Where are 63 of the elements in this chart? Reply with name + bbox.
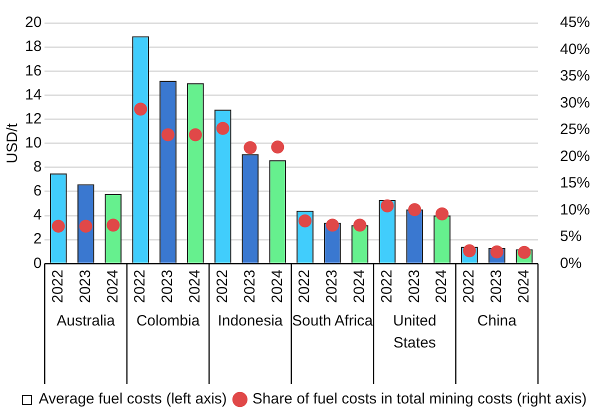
point bbox=[52, 220, 65, 233]
y-tick-label: 4 bbox=[33, 206, 42, 224]
text: China bbox=[477, 312, 518, 330]
point bbox=[408, 203, 422, 216]
text: Australia bbox=[56, 312, 116, 330]
x-tick-label: 2024 bbox=[433, 270, 450, 304]
x-tick-label: 2022 bbox=[214, 270, 231, 304]
y2-tick-label: 30% bbox=[560, 94, 590, 112]
x-tick-label: 2024 bbox=[268, 270, 286, 304]
y2-tick-label: 40% bbox=[560, 40, 590, 58]
y2-tick-label: 5% bbox=[560, 228, 582, 246]
y-tick-label: 6 bbox=[33, 182, 42, 200]
x-tick-label: 2024 bbox=[186, 270, 204, 304]
y-tick-label: 14 bbox=[24, 86, 42, 104]
x-tick-label: 2023 bbox=[76, 270, 94, 304]
point bbox=[106, 218, 120, 232]
text: Average fuel costs (left axis) bbox=[38, 390, 227, 408]
point bbox=[436, 207, 449, 220]
x-tick-label: 2023 bbox=[406, 270, 423, 304]
x-tick-label: 2024 bbox=[104, 270, 122, 304]
point bbox=[353, 218, 366, 232]
text: Colombia bbox=[136, 312, 200, 330]
point bbox=[298, 214, 312, 228]
x-tick-label: 2022 bbox=[50, 270, 67, 304]
point bbox=[134, 102, 148, 116]
y2-tick-label: 25% bbox=[560, 121, 590, 138]
y-tick-label: 2 bbox=[33, 230, 42, 248]
y-tick-label: 20 bbox=[24, 14, 42, 32]
x-tick-label: 2023 bbox=[488, 270, 506, 304]
y-tick-label: 18 bbox=[24, 38, 42, 56]
text: Indonesia bbox=[218, 312, 284, 330]
text: South Africa bbox=[292, 312, 374, 330]
y2-tick-label: 20% bbox=[560, 148, 590, 165]
x-tick-label: 2023 bbox=[241, 270, 258, 304]
point bbox=[188, 128, 202, 142]
x-tick-label: 2022 bbox=[132, 270, 149, 304]
x-tick-label: 2023 bbox=[159, 270, 176, 304]
text: United States bbox=[392, 312, 436, 352]
point bbox=[79, 220, 92, 233]
y2-tick-label: 10% bbox=[560, 201, 590, 218]
y2-tick-label: 15% bbox=[560, 174, 590, 192]
y2-tick-label: 35% bbox=[560, 68, 590, 85]
x-tick-label: 2023 bbox=[324, 270, 341, 304]
point bbox=[244, 141, 257, 154]
x-tick-label: 2022 bbox=[378, 270, 396, 304]
point bbox=[216, 122, 230, 135]
y-tick-label: 16 bbox=[24, 62, 42, 80]
point bbox=[380, 199, 394, 212]
y-tick-label: 12 bbox=[24, 110, 42, 128]
point bbox=[271, 140, 284, 154]
y-tick-label: 8 bbox=[33, 158, 42, 176]
x-tick-label: 2024 bbox=[350, 270, 368, 304]
x-tick-label: 2024 bbox=[515, 270, 532, 304]
y2-tick-label: 45% bbox=[560, 14, 590, 32]
y-tick-label: 0 bbox=[33, 254, 42, 272]
x-tick-label: 2022 bbox=[460, 270, 478, 304]
legend-label: Share of fuel costs in total mining costs (right axis) bbox=[252, 390, 587, 408]
y2-tick-label: 0% bbox=[560, 254, 582, 272]
x-tick-label: 2022 bbox=[296, 270, 314, 304]
y-axis-title: USD/t bbox=[4, 122, 22, 164]
y-tick-label: 10 bbox=[24, 134, 42, 152]
point bbox=[326, 218, 339, 232]
point bbox=[162, 128, 175, 142]
